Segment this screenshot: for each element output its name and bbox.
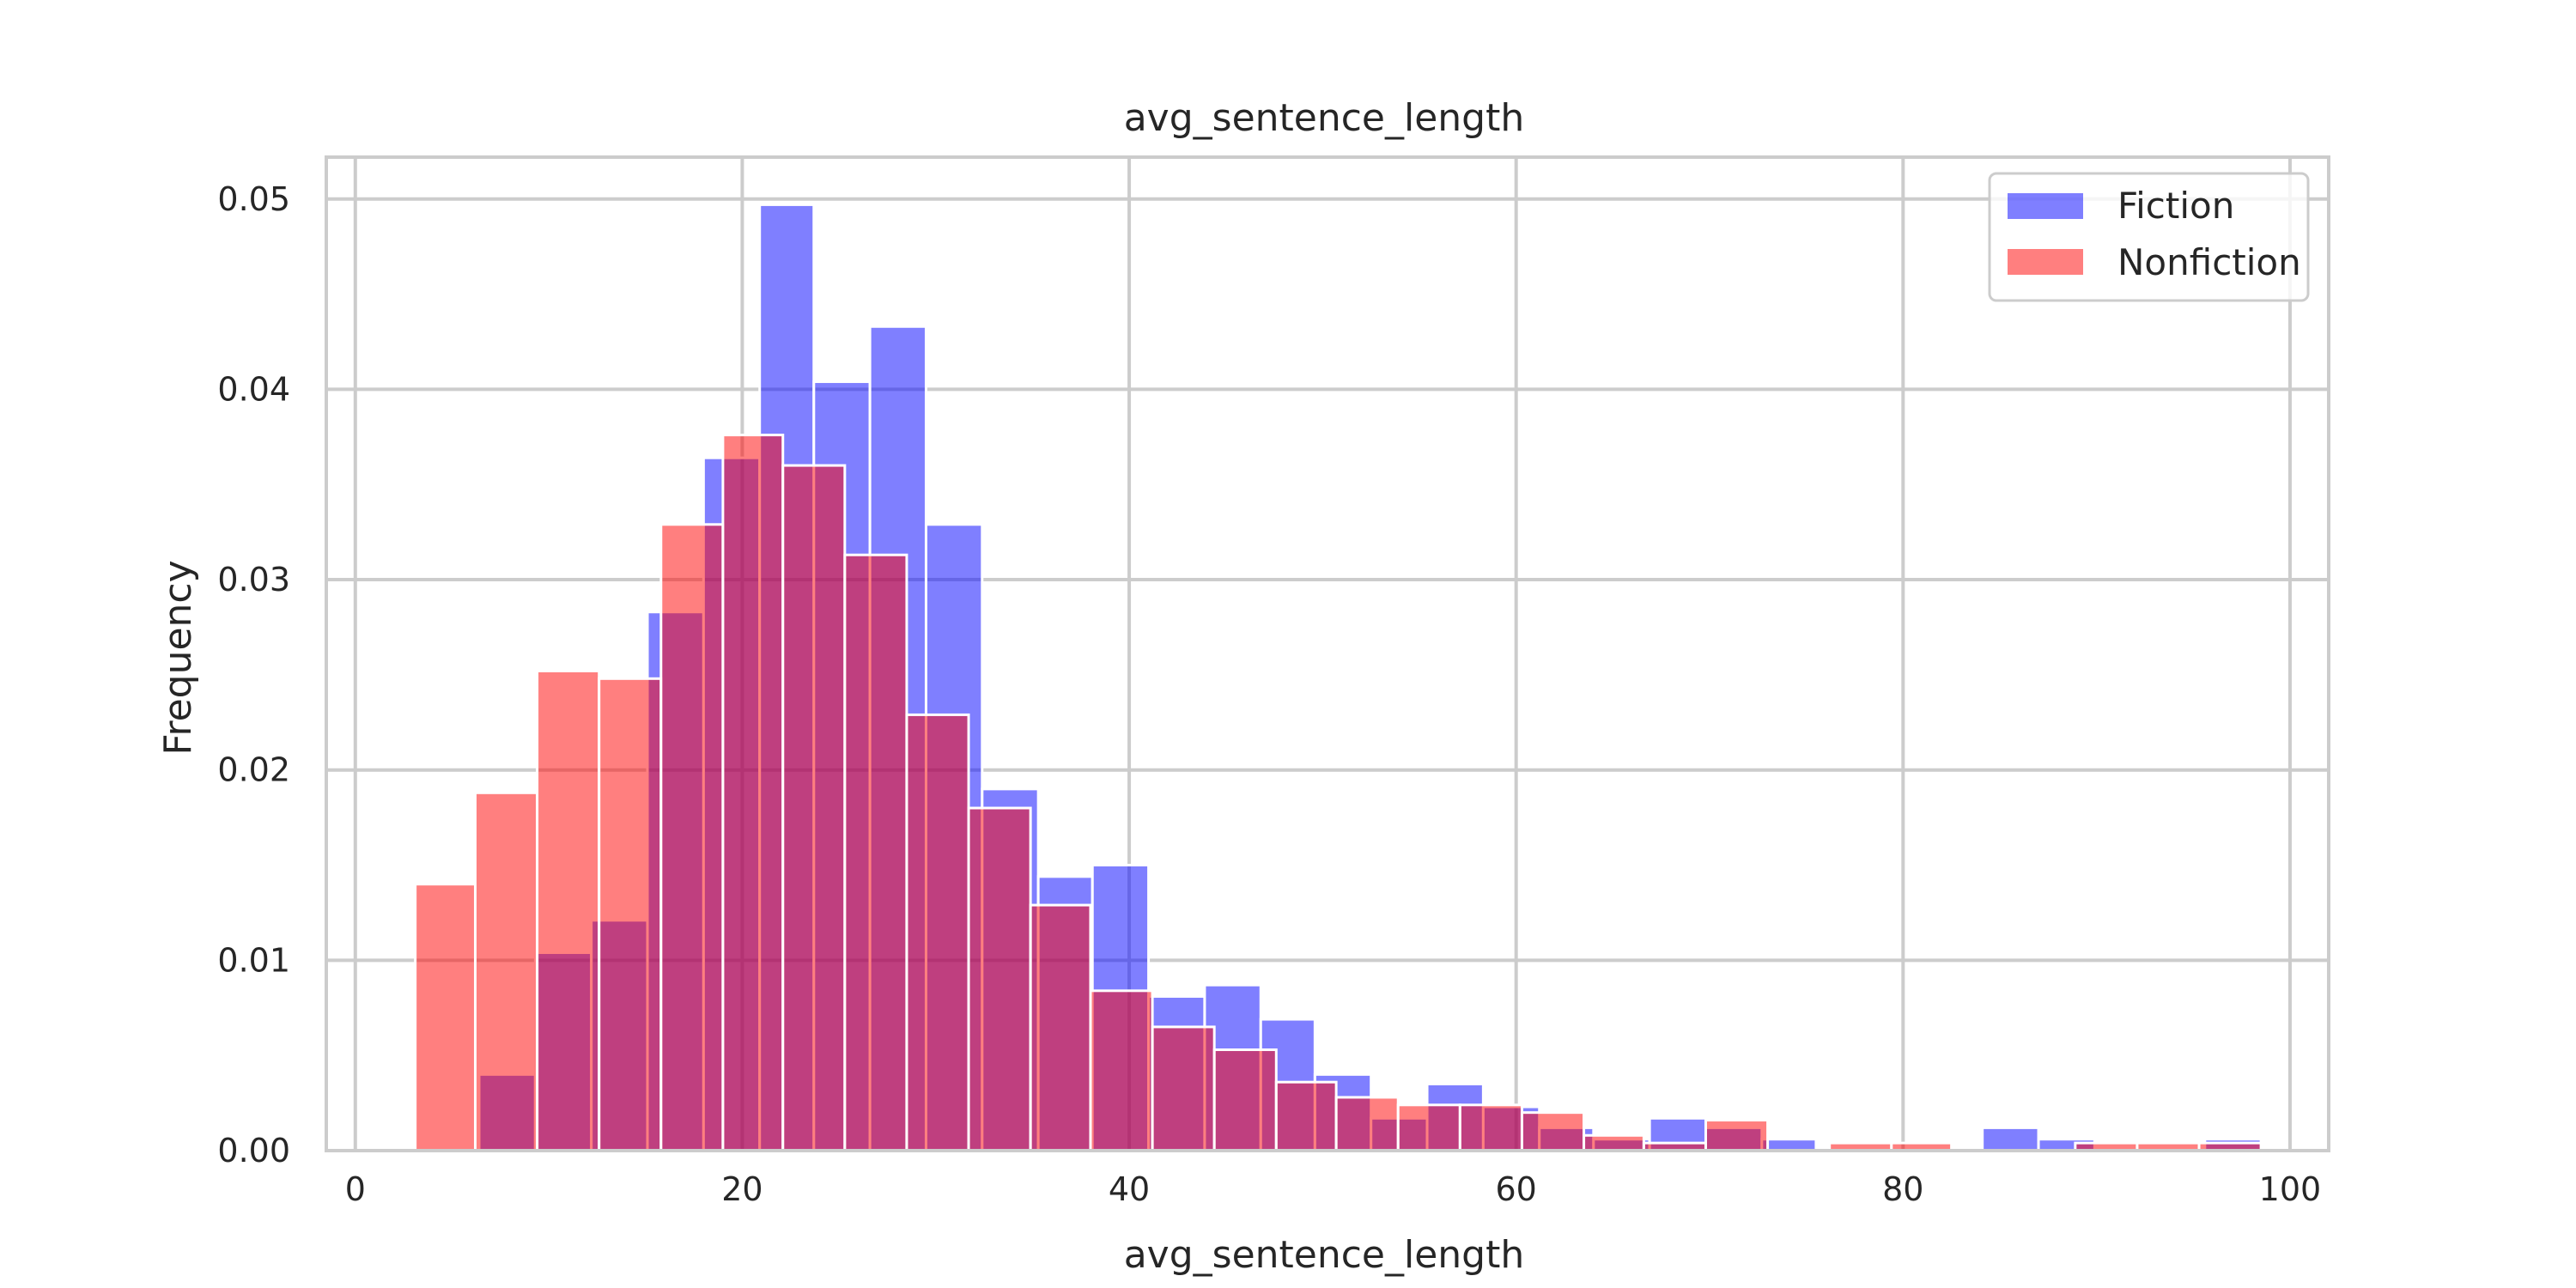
chart-title: avg_sentence_length xyxy=(1124,96,1525,140)
nonfiction-bar xyxy=(967,806,1032,1152)
x-axis-ticks: 0 20 40 60 80 100 xyxy=(345,1170,2321,1208)
y-axis-label: Frequency xyxy=(156,560,200,755)
legend-label-nonfiction: Nonfiction xyxy=(2117,241,2301,283)
nonfiction-bar xyxy=(843,553,908,1152)
y-axis-ticks: 0.00 0.01 0.02 0.03 0.04 0.05 xyxy=(217,180,290,1170)
nonfiction-bar xyxy=(1212,1048,1278,1152)
y-tick-label: 0.02 xyxy=(217,751,290,789)
legend-swatch-nonfiction xyxy=(2008,249,2083,275)
nonfiction-bar xyxy=(781,464,847,1152)
nonfiction-bar xyxy=(598,677,663,1152)
nonfiction-bar xyxy=(1520,1111,1586,1152)
nonfiction-bar xyxy=(536,669,601,1152)
nonfiction-bar xyxy=(1334,1096,1400,1152)
x-tick-label: 60 xyxy=(1496,1170,1537,1208)
x-axis-label: avg_sentence_length xyxy=(1124,1233,1525,1277)
x-tick-label: 0 xyxy=(345,1170,366,1208)
x-tick-label: 80 xyxy=(1882,1170,1923,1208)
x-tick-label: 40 xyxy=(1109,1170,1150,1208)
nonfiction-bar xyxy=(1274,1080,1338,1152)
y-tick-label: 0.03 xyxy=(217,561,290,598)
nonfiction-bars xyxy=(414,434,2263,1152)
legend: Fiction Nonfiction xyxy=(1988,172,2310,302)
x-tick-label: 100 xyxy=(2259,1170,2322,1208)
nonfiction-bar xyxy=(1089,989,1154,1152)
x-tick-label: 20 xyxy=(721,1170,762,1208)
plot-frame xyxy=(325,155,2330,1152)
nonfiction-bar xyxy=(721,434,785,1152)
nonfiction-bar xyxy=(473,791,539,1152)
nonfiction-bar xyxy=(1029,903,1092,1152)
nonfiction-bar xyxy=(659,523,725,1152)
nonfiction-bar xyxy=(905,713,970,1152)
fiction-bar xyxy=(1981,1126,2040,1152)
nonfiction-bar xyxy=(1396,1103,1461,1152)
y-tick-label: 0.05 xyxy=(217,180,290,218)
y-tick-label: 0.00 xyxy=(217,1132,290,1170)
nonfiction-bar xyxy=(1151,1025,1216,1152)
y-tick-label: 0.04 xyxy=(217,370,290,408)
y-tick-label: 0.01 xyxy=(217,941,290,979)
nonfiction-bar xyxy=(1704,1119,1770,1152)
legend-swatch-fiction xyxy=(2008,193,2083,219)
nonfiction-bar xyxy=(1458,1103,1523,1152)
nonfiction-bar xyxy=(414,883,477,1152)
legend-label-fiction: Fiction xyxy=(2117,185,2234,227)
nonfiction-bar xyxy=(1583,1133,1645,1152)
